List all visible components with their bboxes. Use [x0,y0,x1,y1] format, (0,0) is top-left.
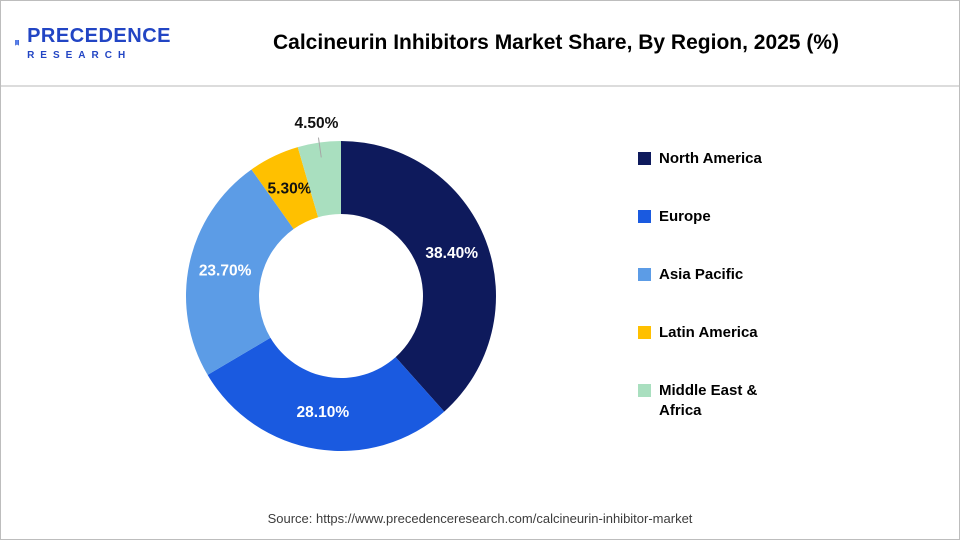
legend-label: Middle East & Africa [659,382,758,419]
chart-legend: North America Europe Asia Pacific Latin … [638,149,808,459]
legend-swatch [638,268,651,281]
slice-value-label: 23.70% [199,262,252,279]
slice-value-label: 38.40% [425,245,478,262]
logo-line2: RESEARCH [27,49,132,61]
slice-value-label: 4.50% [295,115,339,132]
ribbon-logo-icon [15,40,19,46]
legend-label: Asia Pacific [659,266,744,283]
legend-item-asia-pacific: Asia Pacific [638,265,808,285]
donut-slice-europe [207,337,445,452]
source-text: Source: https://www.precedenceresearch.c… [267,511,693,526]
chart-area: 38.40% 28.10% 23.70% 5.30% 4.50% [151,106,531,486]
header: PRECEDENCE RESEARCH Calcineurin Inhibito… [1,1,959,87]
donut-slice-middle-east-africa [297,141,341,218]
donut-slice-asia-pacific [185,169,294,375]
legend-swatch [638,152,651,165]
donut-slice-latin-america [251,147,319,230]
legend-item-middle-east-africa: Middle East & Africa [638,381,808,421]
precedence-research-logo: PRECEDENCE RESEARCH [1,21,171,65]
label-leader-line [317,137,322,158]
page-title: Calcineurin Inhibitors Market Share, By … [273,31,839,55]
legend-label: Latin America [659,324,758,341]
legend-swatch [638,326,651,339]
legend-label: Europe [659,208,711,225]
slice-value-label: 5.30% [268,180,312,197]
legend-swatch [638,210,651,223]
legend-item-europe: Europe [638,207,808,227]
donut-chart: 38.40% 28.10% 23.70% 5.30% 4.50% [185,115,497,452]
donut-slice-north-america [341,141,497,412]
legend-swatch [638,384,651,397]
legend-label: North America [659,150,762,167]
legend-item-latin-america: Latin America [638,323,808,343]
slice-value-label: 28.10% [297,404,350,421]
logo-text: PRECEDENCE RESEARCH [27,25,171,62]
legend-item-north-america: North America [638,149,808,169]
logo-line1: PRECEDENCE [27,24,171,47]
